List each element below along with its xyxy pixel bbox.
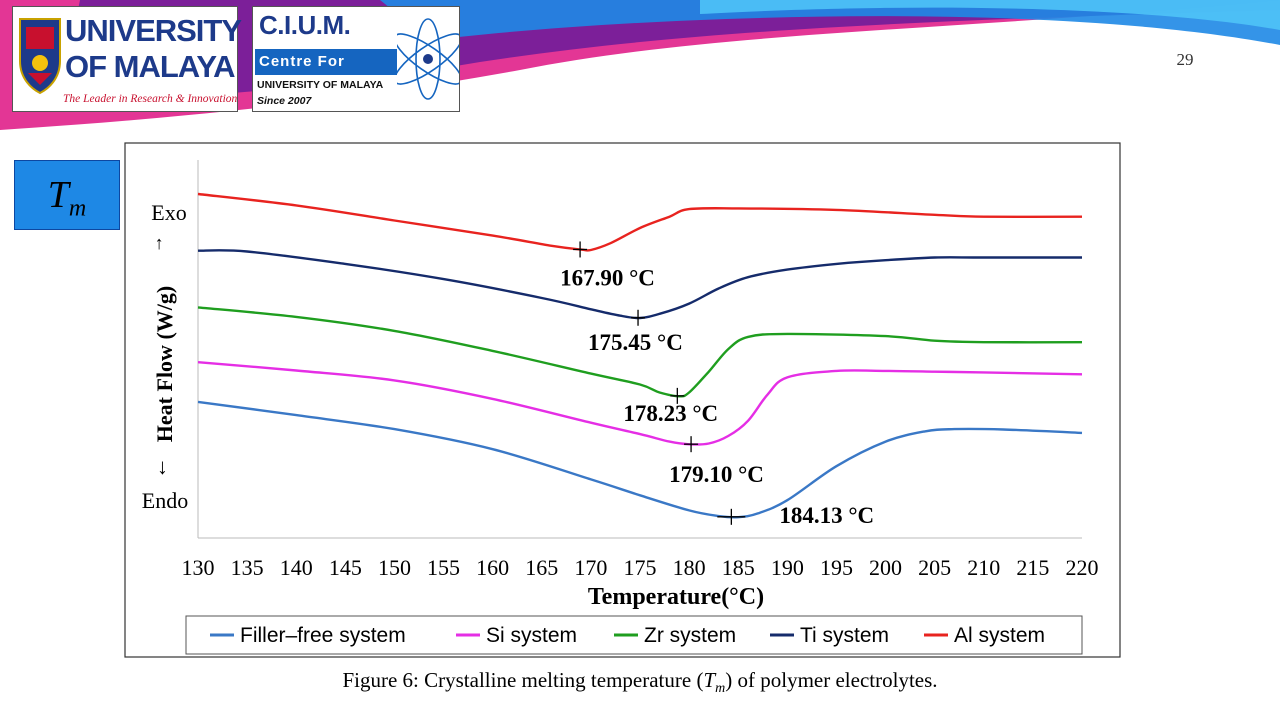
cium-logo: C.I.U.M. Centre For Ionics UNIVERSITY OF… — [252, 6, 460, 112]
legend-label-zr-system: Zr system — [644, 624, 736, 647]
y-axis-label: Heat Flow (W/g) — [152, 286, 177, 442]
x-tick-labels: 130 135 140 145 150 155 160 165 170 175 180 185 190 1… — [182, 555, 1099, 580]
caption-subscript: m — [715, 681, 726, 697]
endo-label: Endo — [142, 488, 188, 513]
series-line-zr-system — [197, 306, 1083, 398]
cyan-swoosh — [700, 0, 1280, 30]
caption-symbol: T — [703, 668, 716, 692]
x-tick-label: 180 — [673, 555, 706, 580]
tm-subscript: m — [68, 195, 87, 222]
series-line-al-system — [197, 192, 1083, 252]
series-line-si-system — [197, 361, 1083, 446]
tm-value-label: 179.10 °C — [669, 462, 764, 487]
x-axis-label: Temperature(°C) — [588, 584, 764, 610]
x-tick-label: 185 — [722, 555, 755, 580]
x-tick-label: 215 — [1016, 555, 1049, 580]
tm-label-box: Tm — [14, 160, 120, 230]
x-tick-label: 135 — [231, 555, 264, 580]
x-tick-label: 160 — [476, 555, 509, 580]
x-tick-label: 130 — [182, 555, 215, 580]
tm-value-label: 167.90 °C — [560, 265, 655, 290]
tm-value-label: 184.13 °C — [779, 503, 874, 528]
x-tick-label: 220 — [1066, 555, 1099, 580]
tm-value-label: 178.23 °C — [623, 401, 718, 426]
x-tick-label: 150 — [378, 555, 411, 580]
x-tick-label: 140 — [280, 555, 313, 580]
caption-prefix: Figure 6: Crystalline melting temperatur… — [342, 668, 704, 692]
cium-university: UNIVERSITY OF MALAYA — [257, 79, 384, 91]
legend-label-al-system: Al system — [954, 624, 1045, 647]
x-tick-label: 155 — [427, 555, 460, 580]
series-line-ti-system — [197, 249, 1082, 320]
x-tick-label: 195 — [820, 555, 853, 580]
um-name-line1: UNIVERSITY — [65, 13, 242, 48]
y-axis-arrow-down: ← — [146, 457, 171, 479]
um-name-line2: OF MALAYA — [65, 49, 236, 84]
slide-number: 29 — [1176, 50, 1194, 69]
x-tick-label: 145 — [329, 555, 362, 580]
x-tick-label: 200 — [869, 555, 902, 580]
cium-title: C.I.U.M. — [259, 10, 351, 40]
caption-suffix: ) of polymer electrolytes. — [725, 668, 938, 692]
legend-label-filler-free-system: Filler–free system — [240, 624, 406, 647]
x-tick-label: 170 — [574, 555, 607, 580]
figure-caption: Figure 6: Crystalline melting temperatur… — [0, 668, 1280, 697]
y-axis-arrow-up: → — [146, 235, 166, 253]
x-tick-label: 205 — [918, 555, 951, 580]
cium-bar-text: Centre For Ionics — [255, 49, 397, 96]
chart-border — [124, 142, 1121, 658]
tm-value-labels: 167.90 °C 175.45 °C 178.23 °C 179.10 °C 184.… — [560, 265, 874, 527]
atom-icon — [397, 18, 459, 100]
legend-label-ti-system: Ti system — [800, 624, 889, 647]
tm-symbol: T — [47, 174, 69, 216]
tm-markers — [573, 241, 746, 525]
legend: Filler–free system Si system Zr system Ti s… — [210, 624, 1045, 647]
tm-value-label: 175.45 °C — [588, 330, 683, 355]
x-tick-label: 175 — [624, 555, 657, 580]
x-tick-label: 210 — [967, 555, 1000, 580]
cium-since: Since 2007 — [257, 95, 312, 107]
legend-label-si-system: Si system — [486, 624, 577, 647]
x-tick-label: 165 — [525, 555, 558, 580]
blue-swoosh — [380, 0, 1280, 45]
x-tick-label: 190 — [771, 555, 804, 580]
crest-icon — [19, 18, 61, 95]
um-tagline: The Leader in Research & Innovation — [63, 93, 238, 105]
university-of-malaya-logo: UNIVERSITY OF MALAYA The Leader in Resea… — [12, 6, 242, 112]
exo-label: Exo — [151, 200, 186, 225]
